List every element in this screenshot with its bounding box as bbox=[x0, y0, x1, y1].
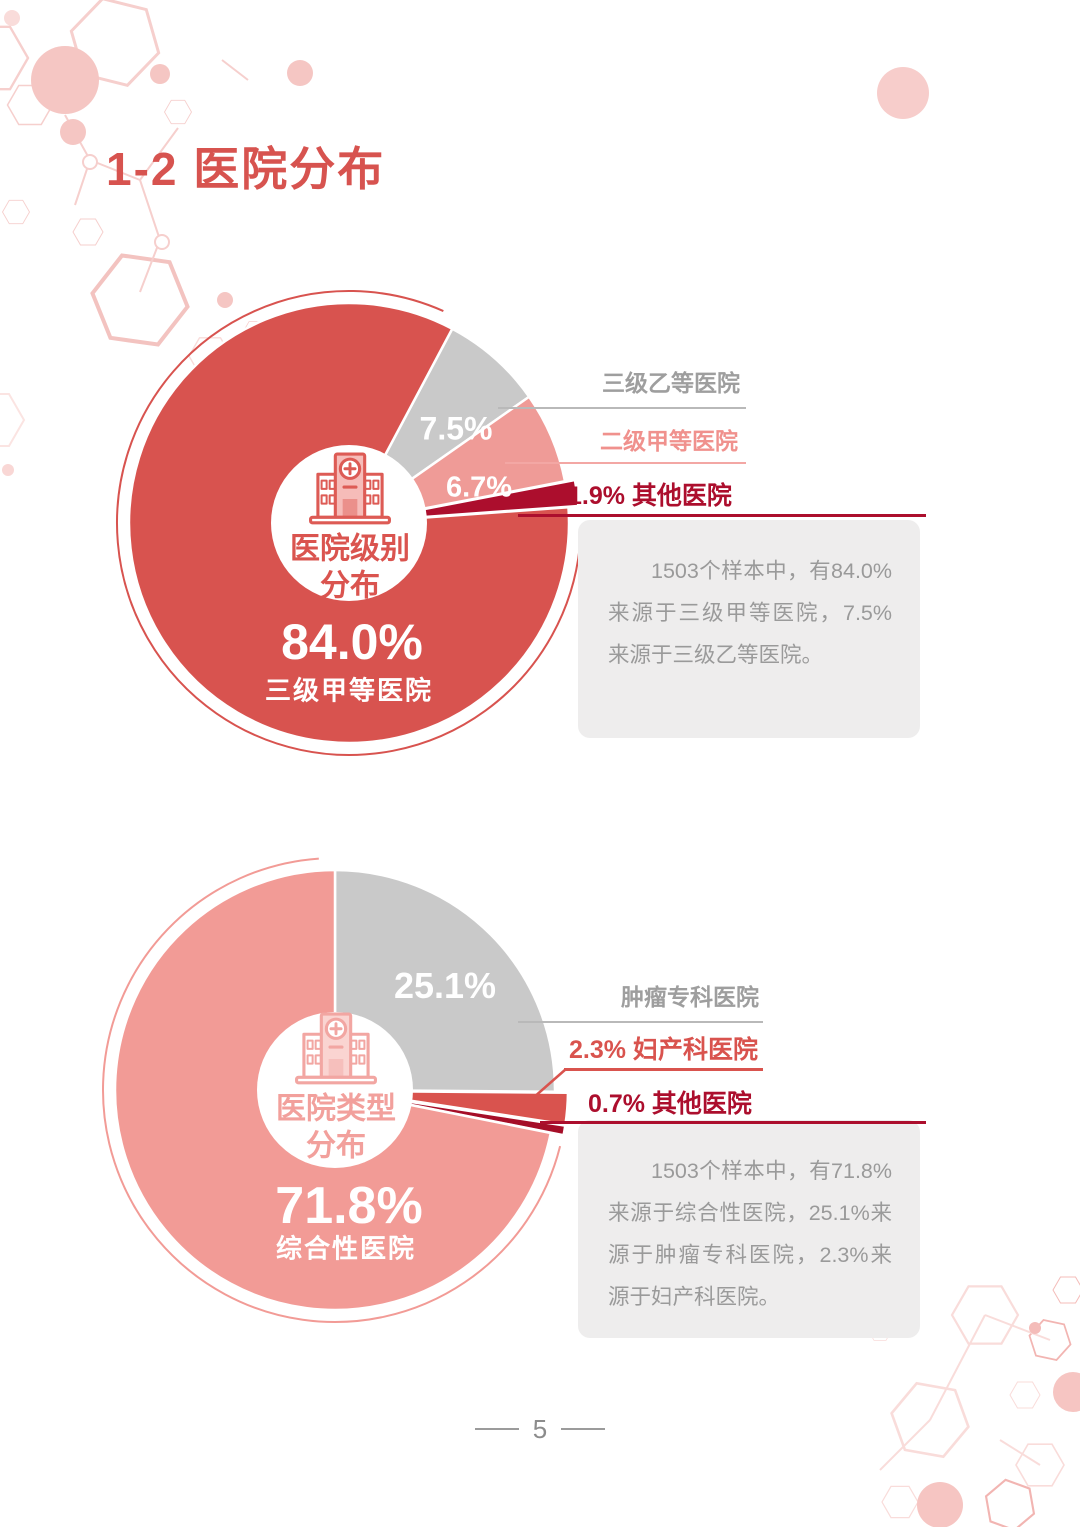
hospital-icon bbox=[304, 450, 396, 527]
chart2-note-text: 1503个样本中，有71.8%来源于综合性医院，25.1%来源于肿瘤专科医院，2… bbox=[608, 1159, 892, 1309]
legend-obgyn-hospital: 2.3% 妇产科医院 bbox=[564, 1038, 763, 1071]
legend-other-hospital-type: 0.7% 其他医院 bbox=[540, 1092, 926, 1124]
chart2-title-line1: 医院类型 bbox=[276, 1092, 396, 1126]
legend-tier2a-hospital: 二级甲等医院 bbox=[505, 430, 746, 464]
legend-other-hospital-level: 1.9% 其他医院 bbox=[518, 484, 926, 517]
hospital-icon bbox=[290, 1010, 382, 1087]
slice-value-oncology: 25.1% bbox=[393, 965, 497, 1006]
page-number-dash bbox=[474, 1428, 519, 1430]
slice-value-general: 71.8% bbox=[275, 1177, 423, 1235]
legend-oncology-hospital: 肿瘤专科医院 bbox=[518, 986, 763, 1023]
chart2-title-line2: 分布 bbox=[306, 1129, 366, 1163]
slice-value-tier3a: 84.0% bbox=[281, 614, 423, 670]
chart2-note-box: 1503个样本中，有71.8%来源于综合性医院，25.1%来源于肿瘤专科医院，2… bbox=[578, 1120, 920, 1338]
chart1-center-label: 医院级别 分布 bbox=[265, 450, 435, 605]
page-number-dash bbox=[561, 1428, 606, 1430]
slice-label-tier3a: 三级甲等医院 bbox=[264, 675, 434, 706]
chart1-title-line1: 医院级别 bbox=[290, 532, 410, 566]
page-number-value: 5 bbox=[532, 1414, 548, 1444]
page-title: 1-2 医院分布 bbox=[106, 143, 386, 195]
slice-value-tier3b: 7.5% bbox=[419, 410, 493, 447]
slice-value-tier2a: 6.7% bbox=[445, 471, 513, 504]
chart1-note-text: 1503个样本中，有84.0%来源于三级甲等医院，7.5%来源于三级乙等医院。 bbox=[608, 559, 892, 667]
chart1-title-line2: 分布 bbox=[320, 569, 380, 603]
hospital-type-pie-chart bbox=[102, 857, 570, 1323]
legend-tier3b-hospital: 三级乙等医院 bbox=[498, 372, 746, 409]
chart2-center-label: 医院类型 分布 bbox=[251, 1010, 421, 1165]
chart1-note-box: 1503个样本中，有84.0%来源于三级甲等医院，7.5%来源于三级乙等医院。 bbox=[578, 520, 920, 738]
slice-label-general: 综合性医院 bbox=[275, 1233, 417, 1264]
page-number: 5 bbox=[0, 1416, 1080, 1442]
leader-line-obgyn bbox=[532, 1068, 567, 1099]
